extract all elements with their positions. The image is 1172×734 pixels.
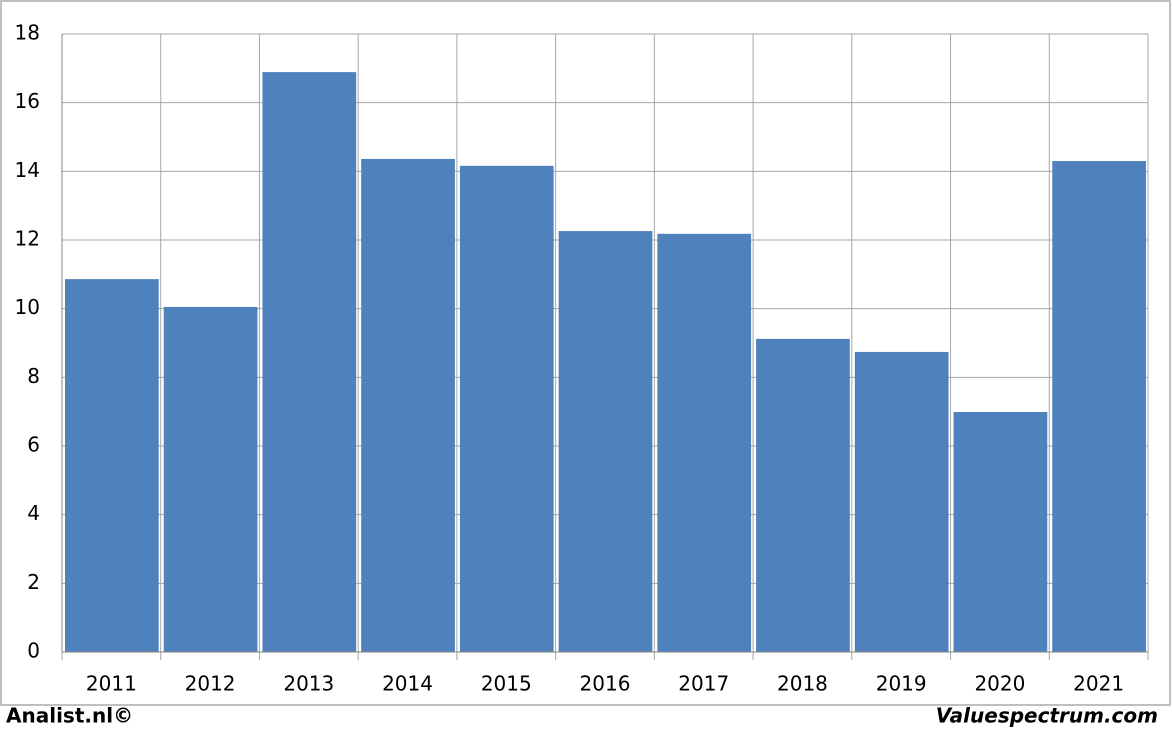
footer-right: Valuespectrum.com — [936, 704, 1158, 728]
y-tick-label: 12 — [15, 227, 40, 251]
x-tick-label: 2014 — [382, 672, 433, 696]
x-tick-label: 2021 — [1073, 672, 1124, 696]
y-tick-label: 8 — [27, 364, 40, 388]
y-tick-label: 0 — [27, 639, 40, 663]
bar — [459, 165, 554, 652]
bar — [756, 338, 850, 652]
y-tick-label: 6 — [27, 433, 40, 457]
bar — [65, 279, 159, 652]
bar — [1052, 161, 1146, 653]
x-tick-label: 2019 — [876, 672, 927, 696]
y-tick-label: 2 — [27, 570, 40, 594]
x-tick-label: 2015 — [481, 672, 532, 696]
y-tick-label: 14 — [15, 158, 40, 182]
bar — [657, 233, 752, 652]
y-tick-label: 4 — [27, 501, 40, 525]
y-tick-label: 10 — [15, 295, 40, 319]
x-tick-label: 2018 — [777, 672, 828, 696]
x-tick-label: 2012 — [185, 672, 236, 696]
y-tick-label: 16 — [15, 89, 40, 113]
x-tick-label: 2020 — [974, 672, 1025, 696]
bar — [163, 306, 258, 652]
bar — [854, 351, 949, 652]
y-tick-label: 18 — [15, 21, 40, 45]
x-tick-label: 2013 — [283, 672, 334, 696]
x-tick-label: 2017 — [678, 672, 729, 696]
bar — [361, 158, 455, 652]
bar — [953, 412, 1048, 652]
bar — [262, 72, 357, 653]
footer-left: Analist.nl© — [6, 704, 133, 728]
bar — [558, 231, 653, 652]
x-tick-label: 2011 — [86, 672, 137, 696]
x-tick-label: 2016 — [580, 672, 631, 696]
